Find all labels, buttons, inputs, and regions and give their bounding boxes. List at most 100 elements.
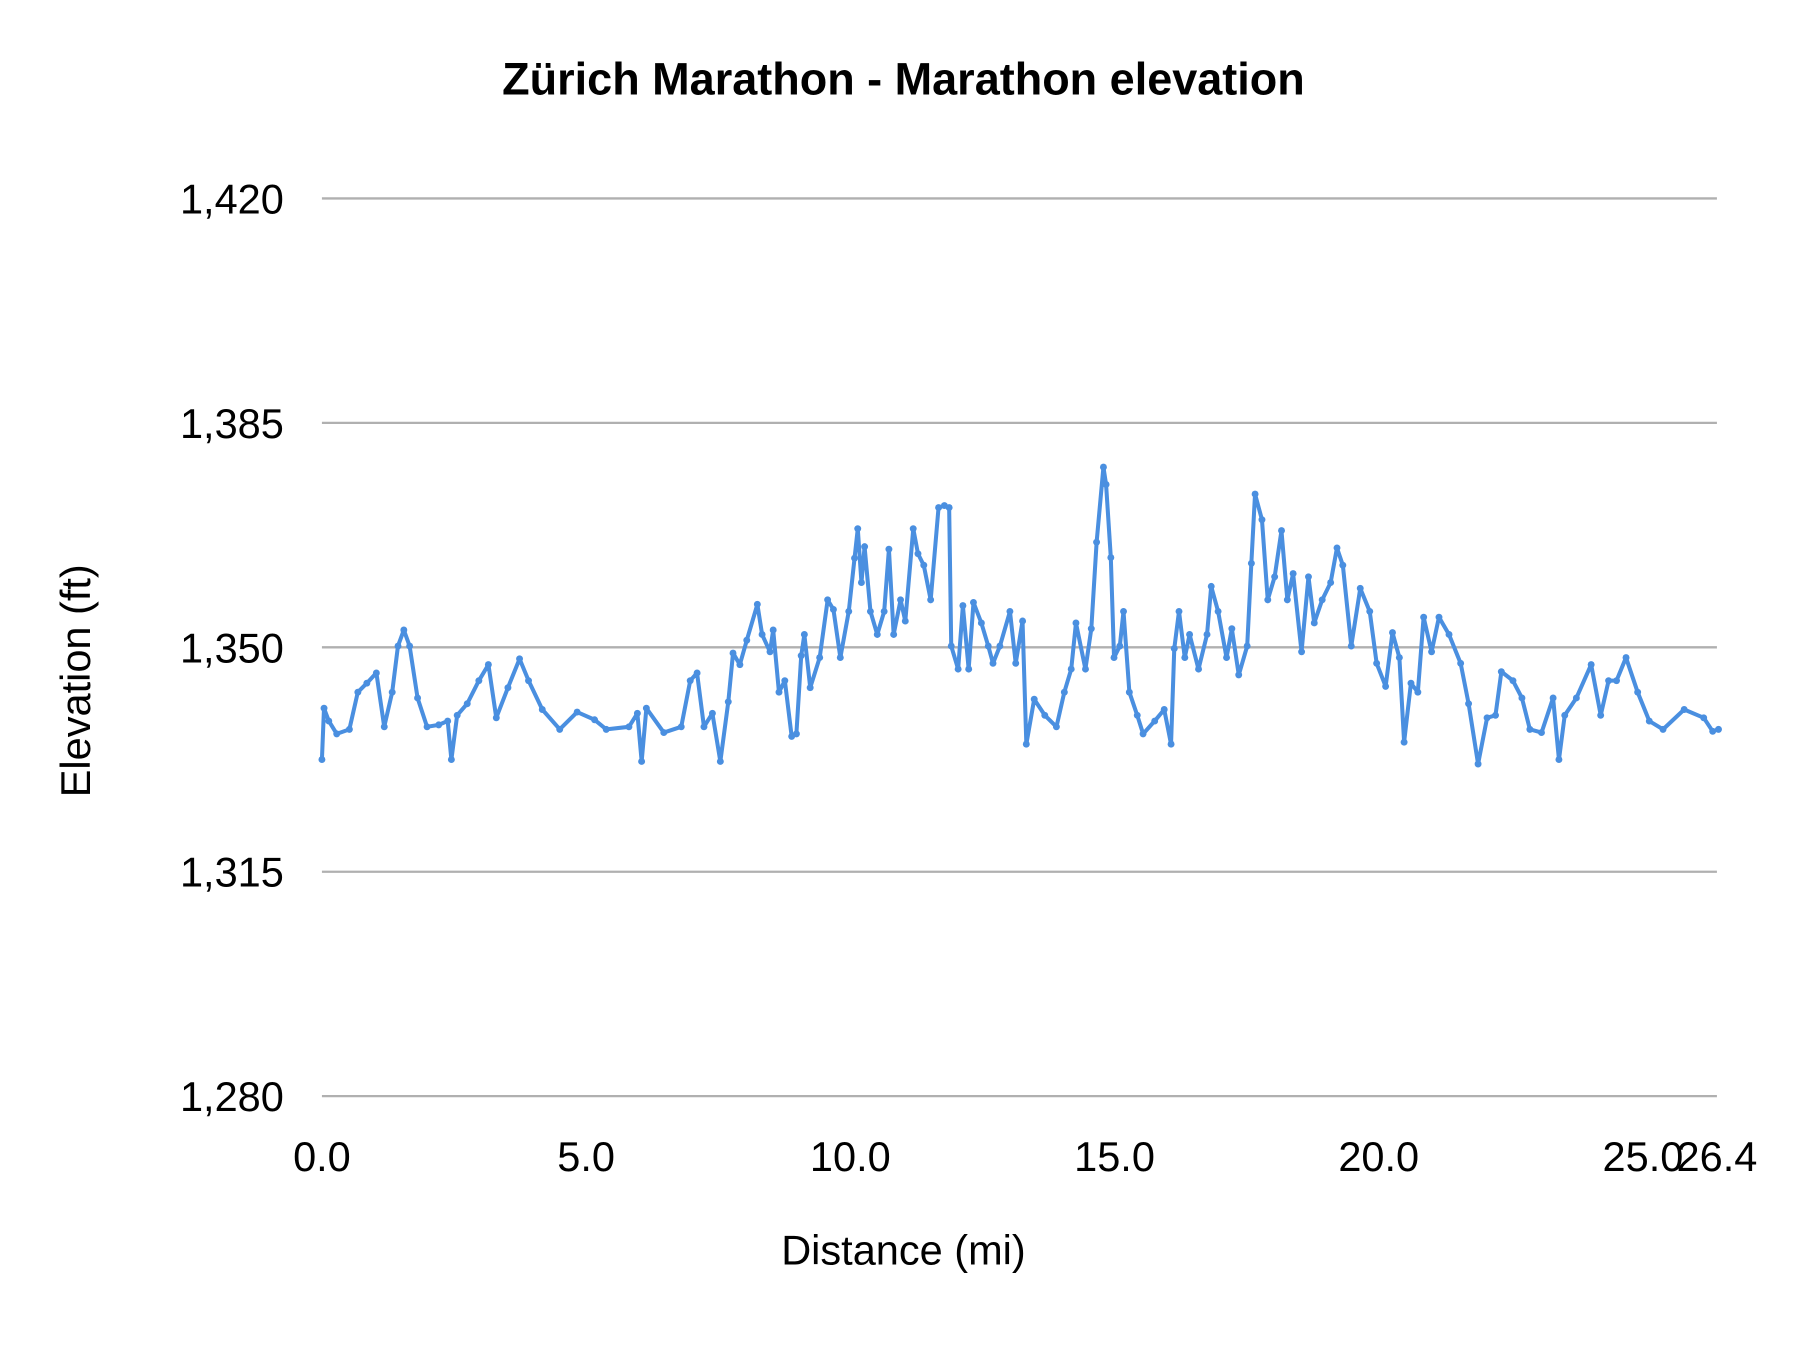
data-point [1060, 688, 1068, 696]
data-point [1347, 642, 1355, 650]
data-point [1420, 613, 1428, 621]
data-point [920, 561, 928, 569]
data-point [1195, 665, 1203, 673]
data-point [781, 677, 789, 685]
data-point [573, 708, 581, 716]
data-point [1160, 706, 1168, 713]
data-point [797, 652, 805, 660]
data-point [320, 704, 328, 712]
data-point [1561, 711, 1569, 719]
y-tick-label: 1,315 [180, 849, 284, 896]
data-point [1538, 729, 1545, 737]
data-point [1414, 688, 1422, 696]
data-point [1366, 607, 1374, 615]
data-point [766, 648, 774, 656]
data-point [400, 626, 408, 634]
data-point [1680, 706, 1688, 713]
data-point [1167, 740, 1175, 748]
x-tick-label: 26.4 [1677, 1133, 1758, 1180]
data-point [363, 679, 371, 687]
x-tick-label: 15.0 [1074, 1133, 1155, 1180]
data-point [954, 665, 962, 673]
data-point [700, 723, 708, 731]
data-point [1186, 631, 1194, 638]
data-point [325, 717, 333, 725]
data-point [1203, 631, 1211, 638]
data-point [1107, 554, 1115, 561]
data-point [1087, 625, 1095, 633]
y-axis-title: Elevation (ft) [52, 564, 99, 797]
data-point [1587, 661, 1595, 669]
data-point [1120, 607, 1127, 615]
data-point [504, 684, 512, 692]
data-point [633, 709, 641, 717]
data-point [1407, 679, 1415, 687]
data-point [444, 717, 452, 725]
data-point [935, 504, 943, 511]
data-point [914, 550, 922, 558]
x-tick-label: 20.0 [1338, 1133, 1419, 1180]
data-point [851, 554, 859, 562]
y-axis-ticks: 1,280 1,315 1,350 1,385 1,420 [180, 175, 284, 1120]
data-point [1019, 617, 1027, 625]
data-point [1041, 711, 1049, 719]
data-point [1333, 544, 1341, 552]
data-point [965, 665, 973, 673]
data-point [1613, 677, 1620, 685]
data-point [1526, 725, 1534, 733]
chart-title: Zürich Marathon - Marathon elevation [502, 54, 1305, 105]
data-point [854, 525, 862, 533]
data-point [775, 688, 783, 696]
data-point [1327, 579, 1335, 587]
data-point [638, 757, 646, 765]
data-point [1207, 582, 1215, 590]
data-point [1700, 714, 1708, 722]
data-point [753, 600, 761, 608]
data-point [1497, 668, 1505, 676]
x-axis-ticks: 0.0 5.0 10.0 15.0 20.0 25.026.4 [293, 1133, 1757, 1180]
data-point [1339, 561, 1347, 569]
y-tick-label: 1,350 [180, 624, 284, 671]
data-point [660, 729, 668, 737]
data-point [1223, 654, 1231, 662]
x-tick-label: 5.0 [557, 1133, 615, 1180]
data-point [1474, 760, 1482, 768]
data-point [969, 598, 977, 606]
data-point [1243, 642, 1251, 650]
data-point [677, 723, 685, 731]
data-point [435, 721, 443, 729]
elevation-line [319, 465, 1720, 766]
data-point [1483, 714, 1491, 722]
data-point [716, 757, 724, 765]
data-point [743, 636, 751, 644]
data-point [1435, 613, 1443, 621]
data-point [1400, 738, 1408, 746]
data-point [729, 649, 737, 657]
data-point [829, 606, 837, 613]
data-point [1549, 694, 1557, 702]
data-point [318, 756, 326, 763]
data-point [1012, 659, 1020, 667]
y-tick-label: 1,420 [180, 175, 284, 222]
data-point [866, 607, 874, 615]
data-point [1022, 740, 1030, 748]
data-point [1445, 631, 1453, 638]
data-point [945, 504, 953, 511]
data-point [414, 694, 422, 702]
data-point [1492, 711, 1499, 719]
data-point [1151, 717, 1159, 725]
data-point [380, 723, 388, 731]
data-point [836, 654, 844, 662]
data-point [693, 669, 701, 677]
data-point [1518, 694, 1526, 702]
data-point [816, 654, 824, 662]
data-point [686, 677, 694, 685]
data-point [475, 677, 483, 685]
data-point [1271, 573, 1279, 581]
data-point [1382, 682, 1390, 690]
data-point [1395, 654, 1403, 662]
data-point [1645, 717, 1653, 725]
data-point [792, 730, 800, 738]
data-point [901, 617, 909, 625]
